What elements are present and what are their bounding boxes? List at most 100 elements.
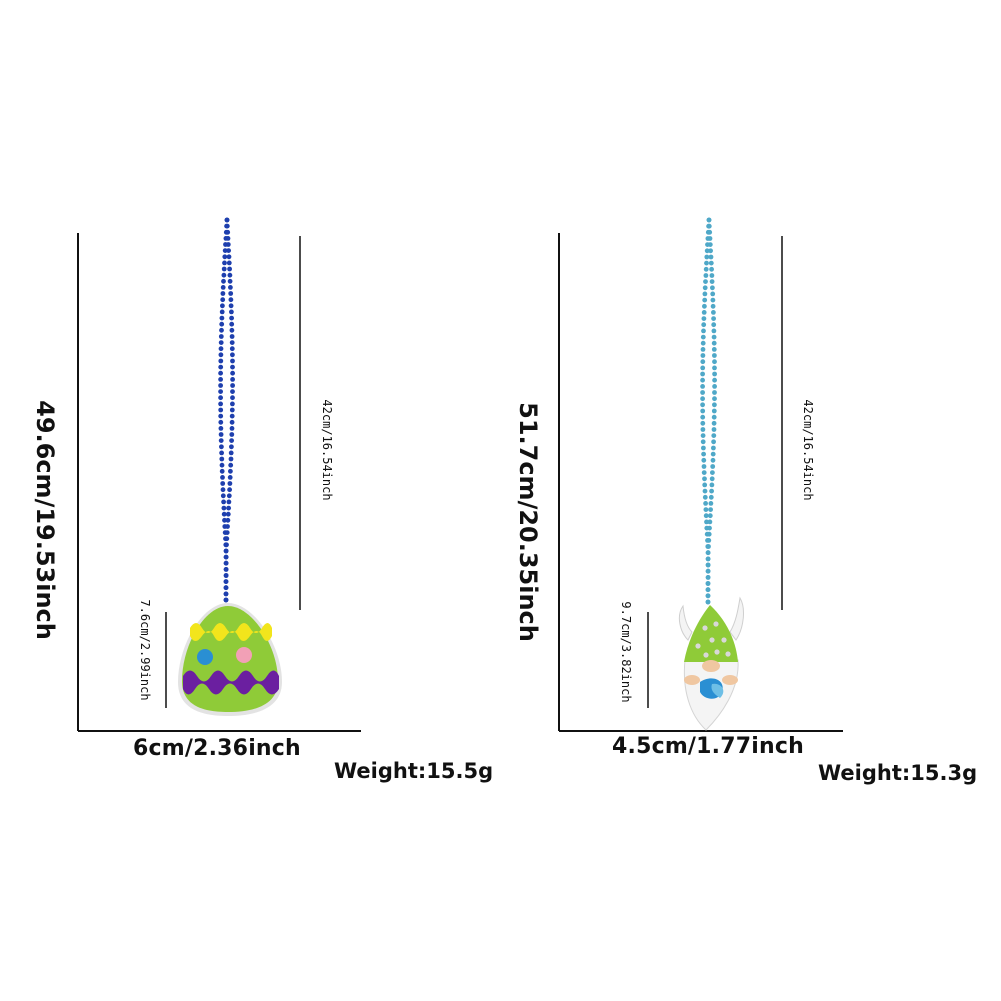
bead: [223, 560, 229, 566]
bead: [712, 390, 717, 395]
bead: [711, 408, 717, 414]
bead: [230, 370, 236, 376]
bead: [218, 389, 224, 394]
bead: [226, 505, 232, 511]
bead: [227, 266, 233, 272]
bead: [703, 513, 709, 519]
bead: [712, 384, 717, 389]
bead: [219, 315, 225, 321]
gnome-total-length-label: 51.7cm/20.35inch: [514, 402, 542, 642]
bead: [710, 285, 715, 291]
bead: [706, 217, 712, 223]
bead: [700, 340, 706, 346]
p1-bead-chain: [218, 217, 236, 603]
bead: [711, 433, 717, 438]
bead: [228, 456, 234, 462]
bead: [700, 396, 705, 402]
bead: [222, 248, 228, 254]
bead: [707, 519, 713, 525]
bead: [706, 544, 711, 549]
egg-chain-length-label: 42cm/16.54inch: [320, 399, 334, 501]
bead: [707, 242, 713, 248]
bead: [700, 390, 705, 395]
bead: [708, 501, 714, 506]
egg-total-length-label: 49.6cm/19.53inch: [31, 400, 59, 640]
bead: [229, 432, 235, 437]
bead: [220, 487, 226, 493]
bead: [218, 426, 224, 431]
bead: [218, 419, 224, 425]
bead: [230, 401, 235, 407]
bead: [702, 303, 707, 309]
bead: [219, 327, 224, 333]
bead: [704, 519, 709, 525]
bead: [227, 481, 233, 486]
bead: [701, 457, 707, 463]
bead: [229, 309, 234, 315]
bead: [700, 384, 705, 389]
bead: [223, 548, 229, 554]
bead: [218, 364, 224, 370]
bead: [709, 488, 714, 494]
bead: [218, 352, 224, 358]
gnome-weight-label: Weight:15.3g: [818, 761, 978, 785]
bead: [218, 383, 224, 388]
bead: [226, 499, 232, 505]
bead: [709, 279, 715, 284]
bead: [224, 536, 230, 542]
bead: [224, 217, 230, 223]
bead: [705, 587, 711, 593]
bead: [701, 310, 707, 315]
bead: [218, 438, 224, 443]
bead: [225, 517, 231, 523]
bead: [700, 353, 706, 358]
bead: [707, 236, 713, 241]
bead: [228, 462, 234, 468]
bead: [712, 377, 717, 383]
bead: [711, 347, 717, 352]
bead: [711, 439, 716, 445]
bead: [700, 377, 705, 383]
bead: [219, 456, 225, 462]
bead: [229, 334, 235, 339]
bead: [700, 427, 706, 432]
bead: [230, 352, 235, 358]
bead: [219, 450, 225, 456]
bead: [709, 476, 715, 482]
bead: [703, 507, 709, 512]
bead: [222, 517, 227, 523]
bead: [226, 260, 232, 266]
bead: [229, 438, 235, 443]
bead: [221, 272, 227, 278]
bead: [220, 291, 226, 296]
bead: [702, 476, 707, 482]
bead: [218, 370, 224, 376]
bead: [704, 254, 710, 260]
bead: [218, 377, 224, 382]
bead: [700, 439, 706, 445]
bead: [221, 499, 227, 505]
bead: [228, 285, 233, 290]
bead: [710, 457, 716, 463]
bead: [703, 279, 708, 284]
bead: [701, 328, 706, 334]
bead: [220, 481, 226, 486]
bead: [708, 248, 713, 254]
bead: [230, 364, 235, 370]
bead: [227, 278, 233, 284]
bead: [705, 556, 711, 562]
bead: [711, 328, 717, 334]
bead: [218, 334, 224, 339]
bead: [710, 303, 716, 309]
bead: [702, 291, 708, 297]
bead: [229, 407, 235, 413]
bead: [224, 223, 230, 229]
bead: [225, 524, 230, 529]
bead: [227, 487, 233, 493]
bead: [711, 322, 717, 328]
bead: [220, 493, 226, 499]
bead: [702, 285, 708, 291]
bead: [224, 530, 230, 535]
bead: [228, 468, 233, 474]
bead: [218, 407, 224, 413]
